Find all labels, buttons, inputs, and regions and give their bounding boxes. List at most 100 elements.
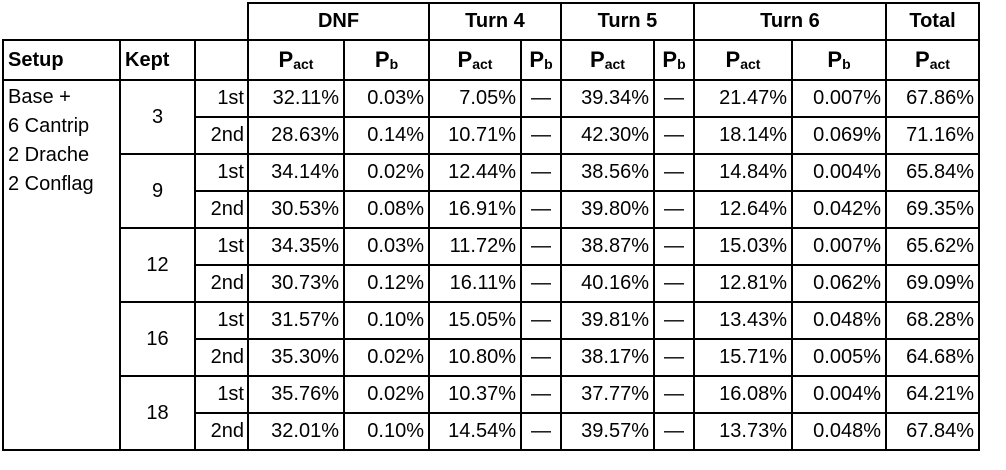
total-p-act-cell: 64.21% <box>885 375 980 414</box>
header-turn-6: Turn 6 <box>693 2 887 41</box>
setup-cell: Base + 6 Cantrip 2 Drache 2 Conflag <box>2 79 121 451</box>
turn5-p-act-cell: 38.56% <box>560 153 655 192</box>
dnf-p-act-cell: 31.57% <box>247 301 345 340</box>
setup-line: 2 Drache <box>8 144 90 166</box>
turn6-p-act-cell: 14.84% <box>693 153 793 192</box>
order-cell: 1st <box>194 375 249 414</box>
table-row: 2nd 30.73% 0.12% 16.11% —40.16% —12.81% 0.062%… <box>3 264 980 303</box>
turn6-p-act-cell: 15.03% <box>693 227 793 266</box>
turn4-p-b-cell: — <box>520 301 562 340</box>
dnf-p-b-cell: 0.02% <box>343 338 430 377</box>
dnf-p-b-cell: 0.03% <box>343 227 430 266</box>
turn6-p-act-cell: 18.14% <box>693 116 793 155</box>
dnf-p-b-cell: 0.10% <box>343 301 430 340</box>
turn6-p-act-cell: 16.08% <box>693 375 793 414</box>
dnf-p-act-cell: 30.73% <box>247 264 345 303</box>
total-p-act-cell: 69.35% <box>885 190 980 229</box>
dnf-p-act-cell: 28.63% <box>247 116 345 155</box>
turn6-p-b-cell: 0.005% <box>791 338 887 377</box>
dnf-p-b-cell: 0.02% <box>343 153 430 192</box>
turn5-p-b-cell: — <box>653 190 695 229</box>
turn6-p-b-cell: 0.007% <box>791 79 887 118</box>
results-table: DNF Turn 4 Turn 5 Turn 6 Total Setup Kep… <box>2 2 980 451</box>
total-p-act-cell: 64.68% <box>885 338 980 377</box>
turn5-p-act-cell: 40.16% <box>560 264 655 303</box>
turn5-p-act-cell: 39.34% <box>560 79 655 118</box>
turn4-p-b-cell: — <box>520 412 562 451</box>
turn6-p-b-cell: 0.004% <box>791 375 887 414</box>
turn4-p-act-cell: 16.91% <box>428 190 522 229</box>
turn5-p-b-cell: — <box>653 412 695 451</box>
dnf-p-b-cell: 0.12% <box>343 264 430 303</box>
header-dnf: DNF <box>247 2 430 41</box>
turn4-p-b-cell: — <box>520 116 562 155</box>
p-act-header: Pact <box>247 39 345 81</box>
p-b-header: Pb <box>653 39 695 81</box>
kept-cell: 18 <box>119 375 196 451</box>
turn5-p-b-cell: — <box>653 301 695 340</box>
turn6-p-act-cell: 12.81% <box>693 264 793 303</box>
table-row: 16 1st 31.57% 0.10% 15.05% —39.81% —13.43% 0.04… <box>3 301 980 377</box>
turn5-p-act-cell: 39.80% <box>560 190 655 229</box>
kept-cell: 9 <box>119 153 196 229</box>
table-row: 2nd 30.53% 0.08% 16.91% —39.80% —12.64% 0.042%… <box>3 190 980 229</box>
dnf-p-act-cell: 32.01% <box>247 412 345 451</box>
order-cell: 1st <box>194 79 249 118</box>
turn4-p-b-cell: — <box>520 79 562 118</box>
turn5-p-act-cell: 37.77% <box>560 375 655 414</box>
turn4-p-act-cell: 16.11% <box>428 264 522 303</box>
turn4-p-act-cell: 12.44% <box>428 153 522 192</box>
turn5-p-b-cell: — <box>653 153 695 192</box>
header-blank <box>3 3 249 41</box>
turn5-p-act-cell: 42.30% <box>560 116 655 155</box>
dnf-p-act-cell: 34.14% <box>247 153 345 192</box>
turn4-p-b-cell: — <box>520 375 562 414</box>
dnf-p-b-cell: 0.02% <box>343 375 430 414</box>
dnf-p-act-cell: 32.11% <box>247 79 345 118</box>
table-row: 2nd 35.30% 0.02% 10.80% —38.17% —15.71% 0.005%… <box>3 338 980 377</box>
turn5-p-b-cell: — <box>653 264 695 303</box>
sub-header-row: Setup Kept Pact Pb Pact Pb Pact Pb Pact … <box>2 39 980 81</box>
p-act-header: Pact <box>885 39 980 81</box>
total-p-act-cell: 69.09% <box>885 264 980 303</box>
order-cell: 1st <box>194 227 249 266</box>
turn5-p-b-cell: — <box>653 338 695 377</box>
kept-cell: 16 <box>119 301 196 377</box>
order-cell: 2nd <box>194 116 249 155</box>
turn4-p-b-cell: — <box>520 190 562 229</box>
total-p-act-cell: 67.84% <box>885 412 980 451</box>
p-act-header: Pact <box>560 39 655 81</box>
table-row: 2nd 28.63% 0.14% 10.71% —42.30% —18.14% 0.069%… <box>3 116 980 155</box>
header-turn-4: Turn 4 <box>428 2 562 41</box>
turn6-p-b-cell: 0.042% <box>791 190 887 229</box>
turn4-p-b-cell: — <box>520 227 562 266</box>
kept-cell: 3 <box>119 79 196 155</box>
turn5-p-b-cell: — <box>653 116 695 155</box>
p-b-header: Pb <box>791 39 887 81</box>
order-cell: 1st <box>194 301 249 340</box>
total-p-act-cell: 65.84% <box>885 153 980 192</box>
turn6-p-act-cell: 12.64% <box>693 190 793 229</box>
total-p-act-cell: 67.86% <box>885 79 980 118</box>
total-p-act-cell: 65.62% <box>885 227 980 266</box>
turn5-p-act-cell: 38.87% <box>560 227 655 266</box>
dnf-p-b-cell: 0.03% <box>343 79 430 118</box>
turn4-p-act-cell: 10.71% <box>428 116 522 155</box>
turn5-p-b-cell: — <box>653 227 695 266</box>
turn6-p-b-cell: 0.069% <box>791 116 887 155</box>
table-row: 18 1st 35.76% 0.02% 10.37% —37.77% —16.08% 0.00… <box>3 375 980 451</box>
turn4-p-b-cell: — <box>520 153 562 192</box>
table-row: 12 1st 34.35% 0.03% 11.72% —38.87% —15.03% 0.00… <box>3 227 980 303</box>
turn5-p-act-cell: 38.17% <box>560 338 655 377</box>
turn4-p-act-cell: 14.54% <box>428 412 522 451</box>
dnf-p-act-cell: 35.30% <box>247 338 345 377</box>
turn5-p-act-cell: 39.57% <box>560 412 655 451</box>
kept-cell: 12 <box>119 227 196 303</box>
dnf-p-act-cell: 30.53% <box>247 190 345 229</box>
turn5-p-b-cell: — <box>653 79 695 118</box>
dnf-p-b-cell: 0.14% <box>343 116 430 155</box>
header-total: Total <box>885 2 980 41</box>
order-cell: 1st <box>194 153 249 192</box>
table-row: 9 1st 34.14% 0.02% 12.44% —38.56% —14.84% 0.004… <box>3 153 980 229</box>
dnf-p-act-cell: 35.76% <box>247 375 345 414</box>
